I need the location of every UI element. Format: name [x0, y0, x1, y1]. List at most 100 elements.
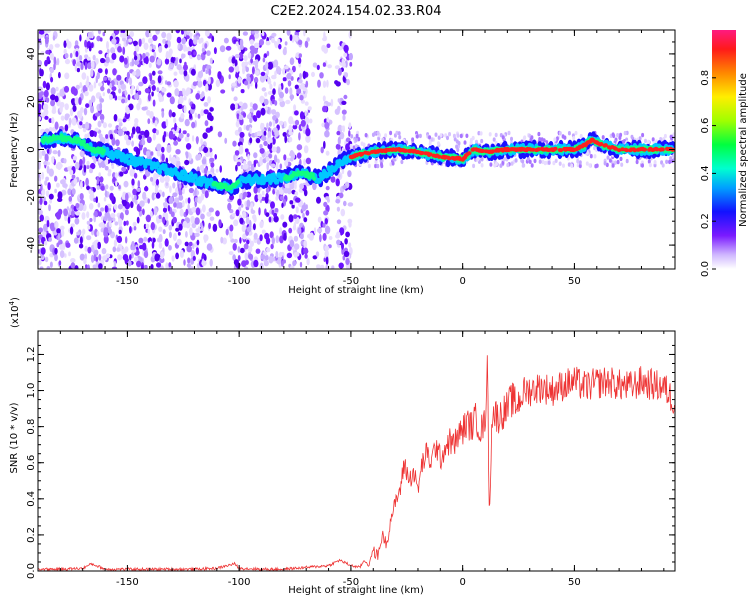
- noise-speckle: [151, 85, 156, 92]
- noise-speckle: [225, 228, 229, 236]
- noise-speckle: [253, 232, 258, 240]
- noise-speckle: [229, 224, 234, 232]
- noise-speckle: [209, 57, 213, 64]
- noise-speckle: [302, 70, 307, 80]
- noise-speckle: [86, 56, 91, 61]
- noise-speckle: [249, 240, 254, 247]
- noise-speckle: [283, 232, 287, 241]
- noise-speckle: [88, 99, 93, 108]
- noise-speckle: [38, 151, 43, 160]
- noise-speckle: [46, 30, 51, 33]
- noise-speckle: [616, 159, 620, 165]
- noise-speckle: [428, 135, 432, 140]
- x-tick-label: -50: [343, 276, 359, 287]
- snr-frame: [38, 331, 675, 571]
- noise-speckle: [322, 232, 327, 241]
- noise-speckle: [88, 203, 94, 210]
- noise-speckle: [141, 264, 144, 269]
- noise-speckle: [186, 133, 190, 138]
- ridge-mark: [620, 147, 625, 152]
- noise-speckle: [176, 36, 182, 44]
- noise-speckle: [320, 146, 324, 154]
- noise-speckle: [194, 189, 197, 196]
- noise-speckle: [65, 242, 71, 248]
- noise-speckle: [300, 240, 305, 246]
- noise-speckle: [437, 141, 440, 146]
- noise-speckle: [111, 38, 117, 45]
- noise-speckle: [59, 245, 65, 250]
- noise-speckle: [103, 235, 109, 244]
- noise-speckle: [325, 150, 330, 156]
- noise-speckle: [243, 160, 247, 166]
- noise-speckle: [117, 118, 123, 123]
- noise-speckle: [287, 80, 292, 87]
- noise-speckle: [510, 136, 513, 142]
- noise-speckle: [41, 112, 46, 119]
- noise-speckle: [39, 197, 43, 205]
- noise-speckle: [319, 264, 325, 269]
- noise-speckle: [297, 227, 302, 235]
- noise-speckle: [448, 132, 451, 137]
- noise-speckle: [284, 160, 289, 167]
- noise-speckle: [352, 145, 356, 150]
- noise-speckle: [98, 133, 103, 139]
- noise-speckle: [381, 137, 385, 142]
- noise-speckle: [233, 96, 238, 102]
- noise-speckle: [364, 133, 368, 138]
- noise-speckle: [38, 161, 41, 167]
- noise-speckle: [168, 50, 172, 59]
- noise-speckle: [348, 221, 352, 228]
- noise-speckle: [166, 81, 172, 86]
- noise-speckle: [104, 185, 107, 192]
- noise-speckle: [96, 230, 100, 237]
- noise-speckle: [184, 241, 189, 247]
- noise-speckle: [100, 228, 104, 233]
- noise-speckle: [54, 121, 59, 130]
- noise-speckle: [150, 264, 154, 269]
- noise-speckle: [178, 194, 184, 201]
- noise-speckle: [131, 140, 135, 147]
- noise-speckle: [96, 35, 101, 42]
- noise-speckle: [210, 162, 215, 168]
- ridge-mark: [660, 147, 665, 152]
- noise-speckle: [61, 229, 65, 237]
- noise-speckle: [235, 209, 240, 217]
- noise-speckle: [459, 133, 463, 139]
- noise-speckle: [231, 82, 237, 87]
- noise-speckle: [346, 78, 350, 86]
- noise-speckle: [99, 176, 104, 183]
- noise-speckle: [48, 193, 54, 200]
- colorbar-tick-label: 0.2: [700, 213, 711, 229]
- noise-speckle: [133, 226, 137, 231]
- noise-speckle: [295, 206, 299, 214]
- noise-speckle: [179, 183, 182, 189]
- spectrogram-marks: [38, 30, 675, 269]
- noise-speckle: [127, 260, 132, 267]
- noise-speckle: [249, 137, 253, 144]
- noise-speckle: [126, 77, 129, 84]
- noise-speckle: [172, 182, 176, 189]
- noise-speckle: [149, 45, 152, 52]
- noise-speckle: [245, 216, 250, 225]
- noise-speckle: [105, 134, 109, 139]
- y-tick-label: 0.6: [26, 455, 37, 471]
- noise-speckle: [250, 163, 255, 172]
- noise-speckle: [101, 119, 104, 124]
- noise-speckle: [45, 82, 51, 91]
- noise-speckle: [110, 47, 115, 54]
- noise-speckle: [186, 30, 192, 33]
- noise-speckle: [495, 161, 498, 167]
- noise-speckle: [116, 140, 119, 146]
- ridge-mark: [599, 142, 604, 146]
- noise-speckle: [188, 187, 194, 194]
- noise-speckle: [398, 135, 402, 140]
- noise-speckle: [64, 72, 70, 80]
- noise-speckle: [349, 61, 353, 67]
- noise-speckle: [187, 51, 192, 56]
- noise-speckle: [334, 108, 340, 115]
- noise-speckle: [499, 163, 503, 168]
- noise-speckle: [38, 239, 41, 244]
- noise-speckle: [489, 162, 493, 167]
- noise-speckle: [272, 115, 277, 121]
- noise-speckle: [540, 137, 544, 142]
